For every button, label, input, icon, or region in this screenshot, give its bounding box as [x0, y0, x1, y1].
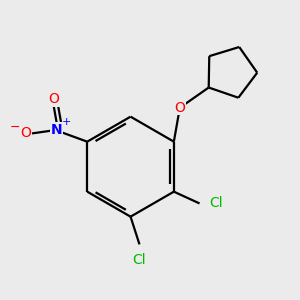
Text: O: O: [20, 126, 31, 140]
Text: −: −: [10, 122, 21, 134]
Text: O: O: [174, 101, 185, 115]
Text: N: N: [51, 122, 63, 136]
Text: +: +: [62, 117, 71, 127]
Text: O: O: [48, 92, 59, 106]
Text: Cl: Cl: [133, 253, 146, 267]
Text: Cl: Cl: [209, 196, 223, 210]
